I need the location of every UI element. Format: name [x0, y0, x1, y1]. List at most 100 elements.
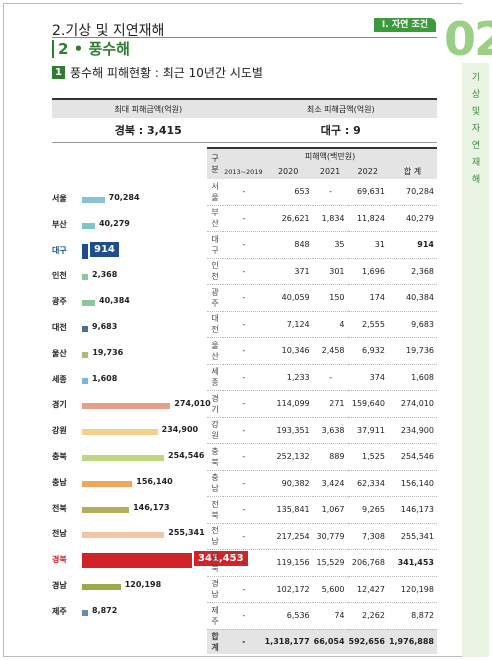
table-cell: 대 구 [207, 231, 224, 259]
table-cell: 217,254 [263, 523, 313, 550]
bar-value: 120,198 [124, 580, 162, 589]
head-region: 구 분 [207, 147, 224, 179]
table-cell: 3,638 [312, 417, 348, 444]
bar [82, 553, 192, 569]
section-title: 풍수해 피해현황 : 최근 10년간 시도별 [70, 66, 263, 80]
side-label-char: 상 [471, 90, 481, 100]
section-tag: I. 자연 조건 [374, 18, 436, 32]
table-row: 세 종 -1,233-374 1,608 [207, 364, 437, 391]
bar-label: 경남 [52, 581, 67, 590]
table-cell: 11,824 [347, 205, 388, 232]
bar-value: 234,900 [161, 425, 199, 435]
table-cell: 2,262 [347, 602, 388, 630]
min-value: 대구 : 9 [244, 118, 437, 143]
table-cell: 4 [312, 311, 348, 338]
bar-label: 세종 [52, 374, 67, 384]
table-cell: 150 [312, 284, 348, 312]
table-row: 경 기 -114,099 271 159,640 274,010 [207, 390, 437, 418]
bar-label: 전북 [52, 503, 67, 513]
chapter-divider [52, 37, 437, 38]
bar-label: 충북 [52, 452, 67, 461]
table-row: 충 남 -90,382 3,424 62,334 156,140 [207, 470, 437, 497]
bar [82, 403, 171, 410]
bar-value: 255,341 [168, 528, 205, 538]
table-cell: 31 [347, 231, 388, 259]
table-cell: 40,279 [387, 205, 437, 232]
table-cell: 234,900 [387, 417, 437, 444]
bar-value: 274,010 [174, 399, 211, 409]
table-row: 울 산 -10,346 2,458 6,932 19,736 [207, 337, 437, 365]
bar [82, 222, 95, 229]
chapter-number: 02 [444, 12, 492, 66]
bar [82, 532, 165, 539]
table-cell: - [223, 390, 264, 418]
table-cell: 6,932 [347, 337, 388, 365]
table-cell: 271 [312, 390, 348, 418]
table-cell: 119,156 [263, 549, 313, 577]
table-cell: 1,525 [347, 443, 388, 471]
bar [82, 274, 88, 281]
bar-label: 울산 [52, 348, 67, 358]
summary-table: 최대 피해금액(억원) 최소 피해금액(억원) 경북 : 3,415 대구 : … [52, 98, 437, 143]
head-group: 피해액(백만원) [223, 147, 437, 164]
bar-value-badge: 914 [90, 241, 119, 257]
bar-label: 제주 [52, 606, 67, 616]
side-band [462, 3, 489, 657]
bar-label: 강원 [52, 426, 67, 436]
table-cell: - [223, 179, 264, 206]
side-label-char: 연 [471, 141, 481, 151]
table-cell: 12,427 [347, 576, 388, 603]
table-cell: - [223, 337, 264, 365]
table-cell: 341,453 [387, 549, 437, 577]
bar-value: 9,683 [92, 322, 118, 331]
table-cell: 서 울 [207, 179, 224, 206]
table-cell: 1,608 [387, 364, 437, 391]
table-cell: 37,911 [347, 417, 388, 444]
min-label: 최소 피해금액(억원) [244, 98, 437, 118]
table-row: 경 북 -119,156 15,529 206,768 341,453 [207, 549, 437, 577]
table-cell: 7,308 [347, 523, 388, 550]
bar-label: 인천 [52, 271, 67, 281]
table-cell: 충 남 [207, 470, 224, 497]
table-cell: 합 계 [207, 629, 224, 654]
bar-label: 부산 [52, 219, 67, 229]
table-cell: - [223, 417, 264, 444]
table-cell: - [223, 629, 264, 654]
table-cell: 3,424 [312, 470, 348, 497]
side-label-char: 해 [471, 175, 481, 185]
table-cell: - [223, 443, 264, 471]
bar-value: 40,384 [99, 296, 130, 306]
bar-value: 1,608 [92, 373, 118, 383]
table-cell: 135,841 [263, 496, 313, 524]
table-cell: 374 [347, 364, 388, 391]
table-cell: 대 전 [207, 311, 224, 338]
chapter-title: 2.기상 및 지연재해 [52, 23, 165, 39]
side-band-top [462, 3, 489, 63]
table-cell: - [223, 364, 264, 391]
table-cell: 1,976,888 [387, 629, 437, 654]
table-cell: 40,059 [263, 284, 313, 312]
table-cell: 5,600 [312, 576, 348, 603]
table-cell: 2,555 [347, 311, 388, 338]
bar [82, 609, 88, 616]
bar-value: 70,284 [108, 193, 140, 202]
table-cell: 146,173 [387, 496, 437, 524]
table-cell: 부 산 [207, 205, 224, 232]
damage-table: 구 분 피해액(백만원) 2013~2019 2020 2021 2022 합 계 서 … [207, 147, 437, 654]
table-row: 경 남 -102,172 5,600 12,427 120,198 [207, 576, 437, 603]
table-cell: 전 북 [207, 496, 224, 524]
bar-value: 40,279 [98, 218, 130, 228]
bar [82, 351, 89, 358]
table-cell: - [223, 496, 264, 524]
bar [82, 326, 88, 332]
table-cell: 9,265 [347, 496, 388, 524]
table-cell: 889 [312, 443, 348, 471]
bar-value: 254,546 [168, 451, 205, 460]
side-label-char: 자 [471, 124, 481, 134]
table-cell: 6,536 [263, 602, 313, 630]
bar [82, 506, 130, 513]
table-cell: 30,779 [312, 523, 348, 550]
bar [82, 584, 121, 590]
table-cell: - [223, 258, 264, 285]
